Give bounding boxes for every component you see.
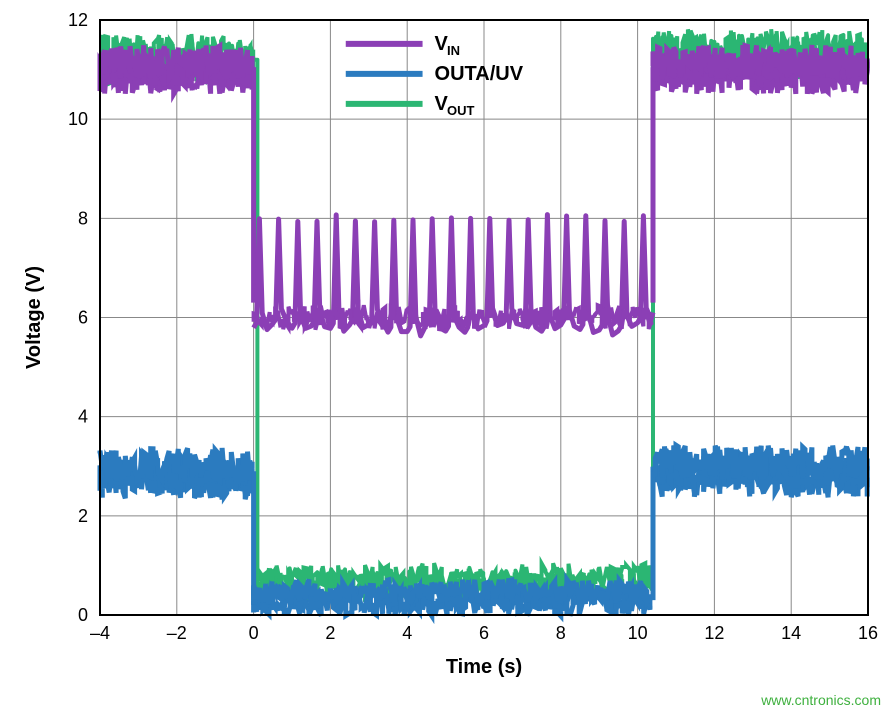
svg-text:OUTA/UV: OUTA/UV (435, 63, 524, 85)
svg-text:0: 0 (249, 623, 259, 643)
voltage-time-chart: –4 –2 0 2 4 6 8 10 12 14 16 0 2 4 6 8 10 12 Time (s) Voltag… (0, 0, 889, 716)
svg-text:–4: –4 (90, 623, 110, 643)
svg-text:8: 8 (78, 208, 88, 228)
svg-text:8: 8 (556, 623, 566, 643)
svg-text:12: 12 (704, 623, 724, 643)
svg-text:Time (s): Time (s) (446, 656, 522, 678)
svg-text:4: 4 (402, 623, 412, 643)
svg-text:4: 4 (78, 407, 88, 427)
svg-text:IN: IN (447, 43, 460, 58)
svg-text:6: 6 (78, 308, 88, 328)
svg-text:0: 0 (78, 605, 88, 625)
svg-text:2: 2 (78, 506, 88, 526)
svg-text:14: 14 (781, 623, 801, 643)
svg-text:2: 2 (325, 623, 335, 643)
svg-text:10: 10 (628, 623, 648, 643)
watermark-text: www.cntronics.com (761, 692, 881, 708)
svg-text:Voltage (V): Voltage (V) (23, 266, 45, 369)
svg-text:OUT: OUT (447, 103, 475, 118)
svg-text:–2: –2 (167, 623, 187, 643)
svg-text:12: 12 (68, 10, 88, 30)
svg-text:16: 16 (858, 623, 878, 643)
svg-text:10: 10 (68, 109, 88, 129)
svg-text:6: 6 (479, 623, 489, 643)
chart-container: –4 –2 0 2 4 6 8 10 12 14 16 0 2 4 6 8 10 12 Time (s) Voltag… (0, 0, 889, 716)
